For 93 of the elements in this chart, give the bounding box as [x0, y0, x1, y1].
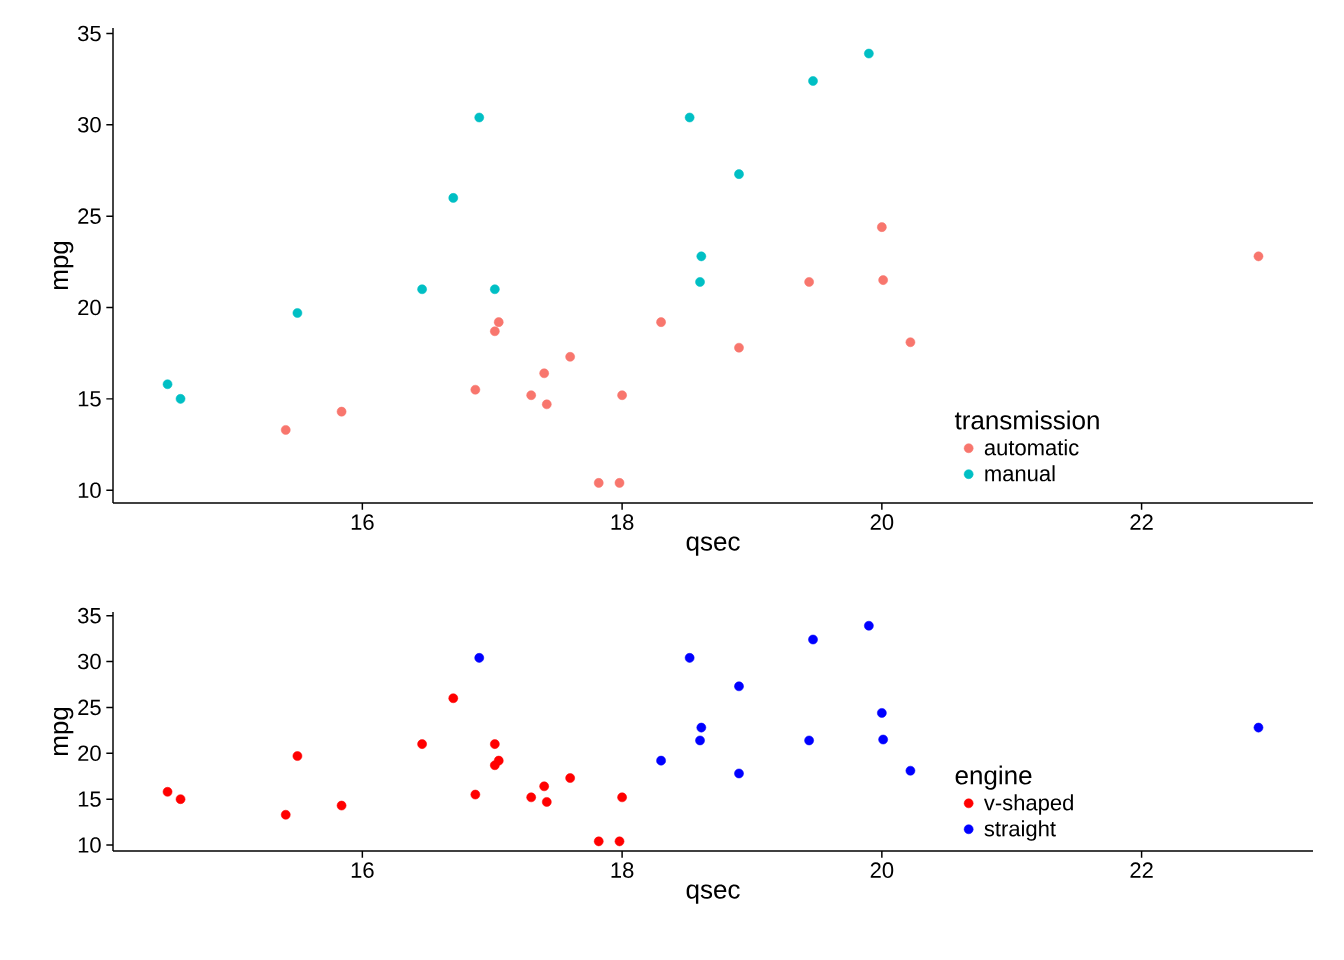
- y-axis-title: mpg: [53, 707, 74, 756]
- point: [684, 653, 695, 663]
- point: [878, 275, 888, 285]
- legend-label: straight: [984, 820, 1056, 841]
- point: [617, 390, 627, 401]
- point: [656, 755, 666, 766]
- x-tick-label: 18: [611, 514, 634, 530]
- point: [808, 76, 818, 86]
- point: [593, 836, 604, 847]
- y-tick-label: 25: [78, 208, 101, 224]
- x-tick-label: 18: [611, 862, 634, 878]
- point: [292, 751, 303, 761]
- point: [336, 406, 347, 417]
- point: [804, 277, 814, 287]
- point: [292, 308, 303, 318]
- point: [470, 384, 481, 395]
- point: [617, 792, 627, 803]
- point: [877, 222, 887, 232]
- point: [734, 342, 744, 353]
- point: [695, 735, 705, 746]
- point: [526, 390, 536, 401]
- y-tick-label: 35: [77, 607, 101, 624]
- y-axis-title: mpg: [53, 241, 74, 290]
- x-tick-label: 22: [1130, 862, 1153, 878]
- point: [493, 317, 504, 327]
- point: [448, 193, 459, 203]
- point: [280, 809, 291, 820]
- point: [539, 368, 549, 379]
- legend-label: v-shaped: [983, 794, 1073, 815]
- point: [162, 379, 173, 390]
- point: [1253, 251, 1264, 262]
- point: [656, 317, 666, 327]
- point: [864, 620, 874, 631]
- point: [864, 48, 874, 59]
- y-tick-label: 35: [77, 25, 101, 42]
- point: [905, 765, 916, 776]
- point: [448, 693, 459, 704]
- point: [526, 792, 536, 803]
- point: [734, 169, 744, 179]
- point: [162, 787, 173, 797]
- point: [696, 722, 707, 733]
- x-tick-label: 20: [870, 862, 894, 878]
- legend-title: transmission: [954, 410, 1099, 430]
- point: [490, 326, 500, 337]
- x-axis-title: qsec: [686, 884, 740, 904]
- y-tick-label: 25: [78, 699, 101, 716]
- y-tick-label: 15: [78, 791, 101, 807]
- point: [417, 739, 427, 749]
- point: [175, 794, 186, 804]
- point: [877, 708, 887, 718]
- legend-title: engine: [955, 765, 1032, 790]
- point: [490, 284, 500, 295]
- y-tick-label: 10: [78, 482, 101, 498]
- x-tick-label: 16: [351, 514, 374, 530]
- point: [614, 478, 625, 488]
- y-tick-label: 20: [78, 299, 101, 316]
- point: [696, 251, 707, 262]
- y-tick-label: 15: [78, 391, 101, 407]
- point: [695, 277, 705, 287]
- point: [541, 399, 552, 410]
- point: [175, 394, 186, 404]
- point: [593, 478, 604, 488]
- y-tick-label: 10: [78, 837, 101, 853]
- y-tick-label: 30: [77, 653, 101, 670]
- point: [474, 653, 485, 663]
- point: [474, 112, 485, 123]
- x-axis-title: qsec: [686, 536, 740, 556]
- point: [490, 739, 500, 749]
- x-tick-label: 20: [870, 514, 894, 530]
- point: [905, 337, 916, 348]
- y-tick-label: 30: [77, 117, 101, 133]
- point: [470, 789, 481, 800]
- legend-label: automatic: [984, 439, 1079, 456]
- point: [734, 681, 744, 692]
- point: [734, 768, 744, 779]
- y-tick-label: 20: [78, 745, 101, 762]
- point: [541, 797, 552, 807]
- point: [614, 836, 625, 847]
- x-tick-label: 16: [351, 862, 374, 878]
- point: [804, 735, 814, 746]
- point: [878, 734, 888, 745]
- point: [336, 800, 347, 811]
- point: [280, 425, 291, 435]
- legend-label: manual: [985, 465, 1055, 482]
- point: [417, 284, 427, 295]
- point: [539, 781, 549, 792]
- point: [808, 634, 818, 645]
- point: [565, 773, 575, 783]
- point: [1253, 722, 1264, 733]
- point: [565, 352, 575, 362]
- point: [493, 755, 504, 766]
- x-tick-label: 22: [1130, 514, 1153, 530]
- point: [684, 112, 695, 123]
